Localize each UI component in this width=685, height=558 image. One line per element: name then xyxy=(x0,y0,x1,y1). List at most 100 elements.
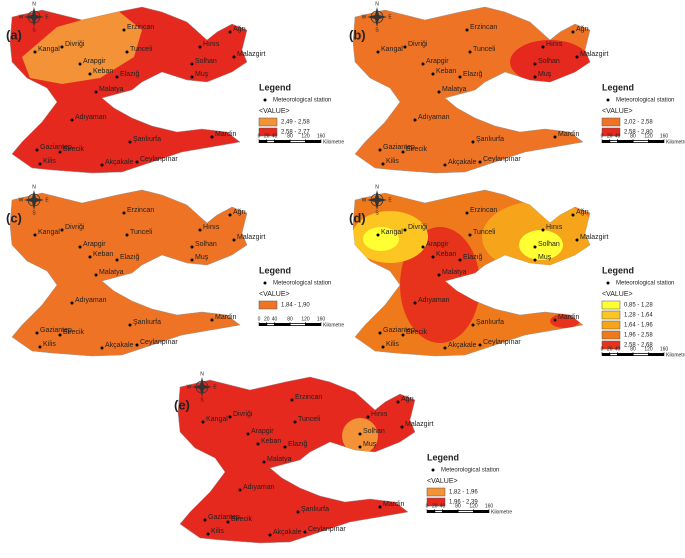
station-dot xyxy=(290,398,294,402)
station-label: Arapgir xyxy=(426,241,449,248)
legend-class: 2,49 - 2,58 xyxy=(281,120,310,126)
scale-label: 20 xyxy=(432,503,438,509)
legend-swatch xyxy=(601,127,621,137)
station-dot xyxy=(471,140,475,144)
station-label: Akçakale xyxy=(448,159,477,166)
station-label: Solhan xyxy=(538,241,560,248)
panel-label: (d) xyxy=(349,210,366,225)
compass: N E S W xyxy=(362,1,393,33)
compass-letter: S xyxy=(375,27,379,33)
compass-letter: E xyxy=(213,384,217,390)
station-label: Solhan xyxy=(195,241,217,248)
station-dot xyxy=(468,233,472,237)
legend-station: Meteorological station xyxy=(441,468,499,474)
station-dot xyxy=(198,45,202,49)
station-label: Keban xyxy=(436,251,456,258)
scale-label: 80 xyxy=(630,346,636,352)
legend-class: 1,84 - 1,90 xyxy=(281,303,310,309)
station-dot xyxy=(60,45,64,49)
zones xyxy=(510,40,590,84)
legend-swatch xyxy=(601,117,621,127)
station-label: Elazığ xyxy=(120,254,140,261)
compass-letter: S xyxy=(200,397,204,403)
station-dot xyxy=(303,530,307,534)
station-dot xyxy=(533,258,537,262)
region-base xyxy=(9,189,248,357)
station-label: Keban xyxy=(93,251,113,258)
station-label: Malazgirt xyxy=(405,421,433,428)
station-dot xyxy=(378,505,382,509)
region-base xyxy=(177,376,416,544)
compass-letter: E xyxy=(45,197,49,203)
station-label: Erzincan xyxy=(470,207,497,214)
scale-label: 20 xyxy=(264,133,270,139)
scale-unit: Kilometre xyxy=(491,509,512,515)
station-dot xyxy=(478,160,482,164)
legend-value: <VALUE> xyxy=(427,478,458,485)
map-panel: N E S W (b) Erzincan Ağrı Kangal Divriği Hınıs Mal… xyxy=(349,1,685,174)
station-dot xyxy=(401,333,405,337)
station-dot xyxy=(381,345,385,349)
station-dot xyxy=(198,228,202,232)
station-label: Malatya xyxy=(267,456,292,463)
station-dot xyxy=(94,273,98,277)
scale-segment xyxy=(610,353,617,356)
station-label: Solhan xyxy=(538,58,560,65)
station-dot xyxy=(128,140,132,144)
legend-swatch xyxy=(258,117,278,127)
scale-label: 0 xyxy=(426,503,429,509)
station-dot xyxy=(262,460,266,464)
compass-star xyxy=(24,190,44,210)
station-label: Divriği xyxy=(65,41,85,48)
legend-class: 1,96 - 2,58 xyxy=(624,333,653,339)
station-label: Arapgir xyxy=(83,241,106,248)
zone xyxy=(363,227,399,251)
station-dot xyxy=(228,415,232,419)
scale-label: 120 xyxy=(301,133,310,139)
station-label: Arapgir xyxy=(251,428,274,435)
station-label: Akçakale xyxy=(273,529,302,536)
station-dot xyxy=(122,28,126,32)
station-label: Erzincan xyxy=(127,207,154,214)
station-dot xyxy=(443,163,447,167)
station-dot xyxy=(403,45,407,49)
station-dot xyxy=(35,148,39,152)
legend-swatch xyxy=(601,300,621,310)
scale-segment xyxy=(267,323,274,326)
station-label: Malatya xyxy=(99,269,124,276)
scale-label: 20 xyxy=(607,133,613,139)
station-dot xyxy=(190,62,194,66)
panel-label: (e) xyxy=(174,397,190,412)
station-dot xyxy=(70,301,74,305)
station-dot xyxy=(115,258,119,262)
station-label: Ağrı xyxy=(233,26,246,33)
compass-letter: N xyxy=(32,1,36,7)
station-dot xyxy=(201,420,205,424)
zone xyxy=(400,227,480,343)
station-label: Şanlıurfa xyxy=(476,136,504,143)
legend-class: 1,28 - 1,64 xyxy=(624,313,653,319)
station-dot xyxy=(541,45,545,49)
station-label: Tunceli xyxy=(473,229,496,236)
station-dot xyxy=(190,245,194,249)
legend-station-dot xyxy=(431,468,435,472)
station-dot xyxy=(210,318,214,322)
station-dot xyxy=(88,72,92,76)
station-label: Divriği xyxy=(65,224,85,231)
compass-letter: N xyxy=(32,184,36,190)
scale-label: 40 xyxy=(615,346,621,352)
scale-unit: Kilometre xyxy=(666,352,685,358)
station-dot xyxy=(471,323,475,327)
station-label: Adıyaman xyxy=(418,114,450,121)
station-label: Akçakale xyxy=(448,342,477,349)
map-panel: N E S W (c) Erzincan Ağrı Kangal Divriği Hınıs Mal… xyxy=(6,184,344,357)
station-dot xyxy=(246,432,250,436)
legend-value: <VALUE> xyxy=(602,291,633,298)
station-dot xyxy=(256,442,260,446)
legend-value: <VALUE> xyxy=(259,108,290,115)
station-dot xyxy=(296,510,300,514)
scale-segment xyxy=(290,323,305,326)
compass: N E S W xyxy=(362,184,393,216)
station-label: Mardin xyxy=(215,314,237,321)
station-dot xyxy=(465,28,469,32)
